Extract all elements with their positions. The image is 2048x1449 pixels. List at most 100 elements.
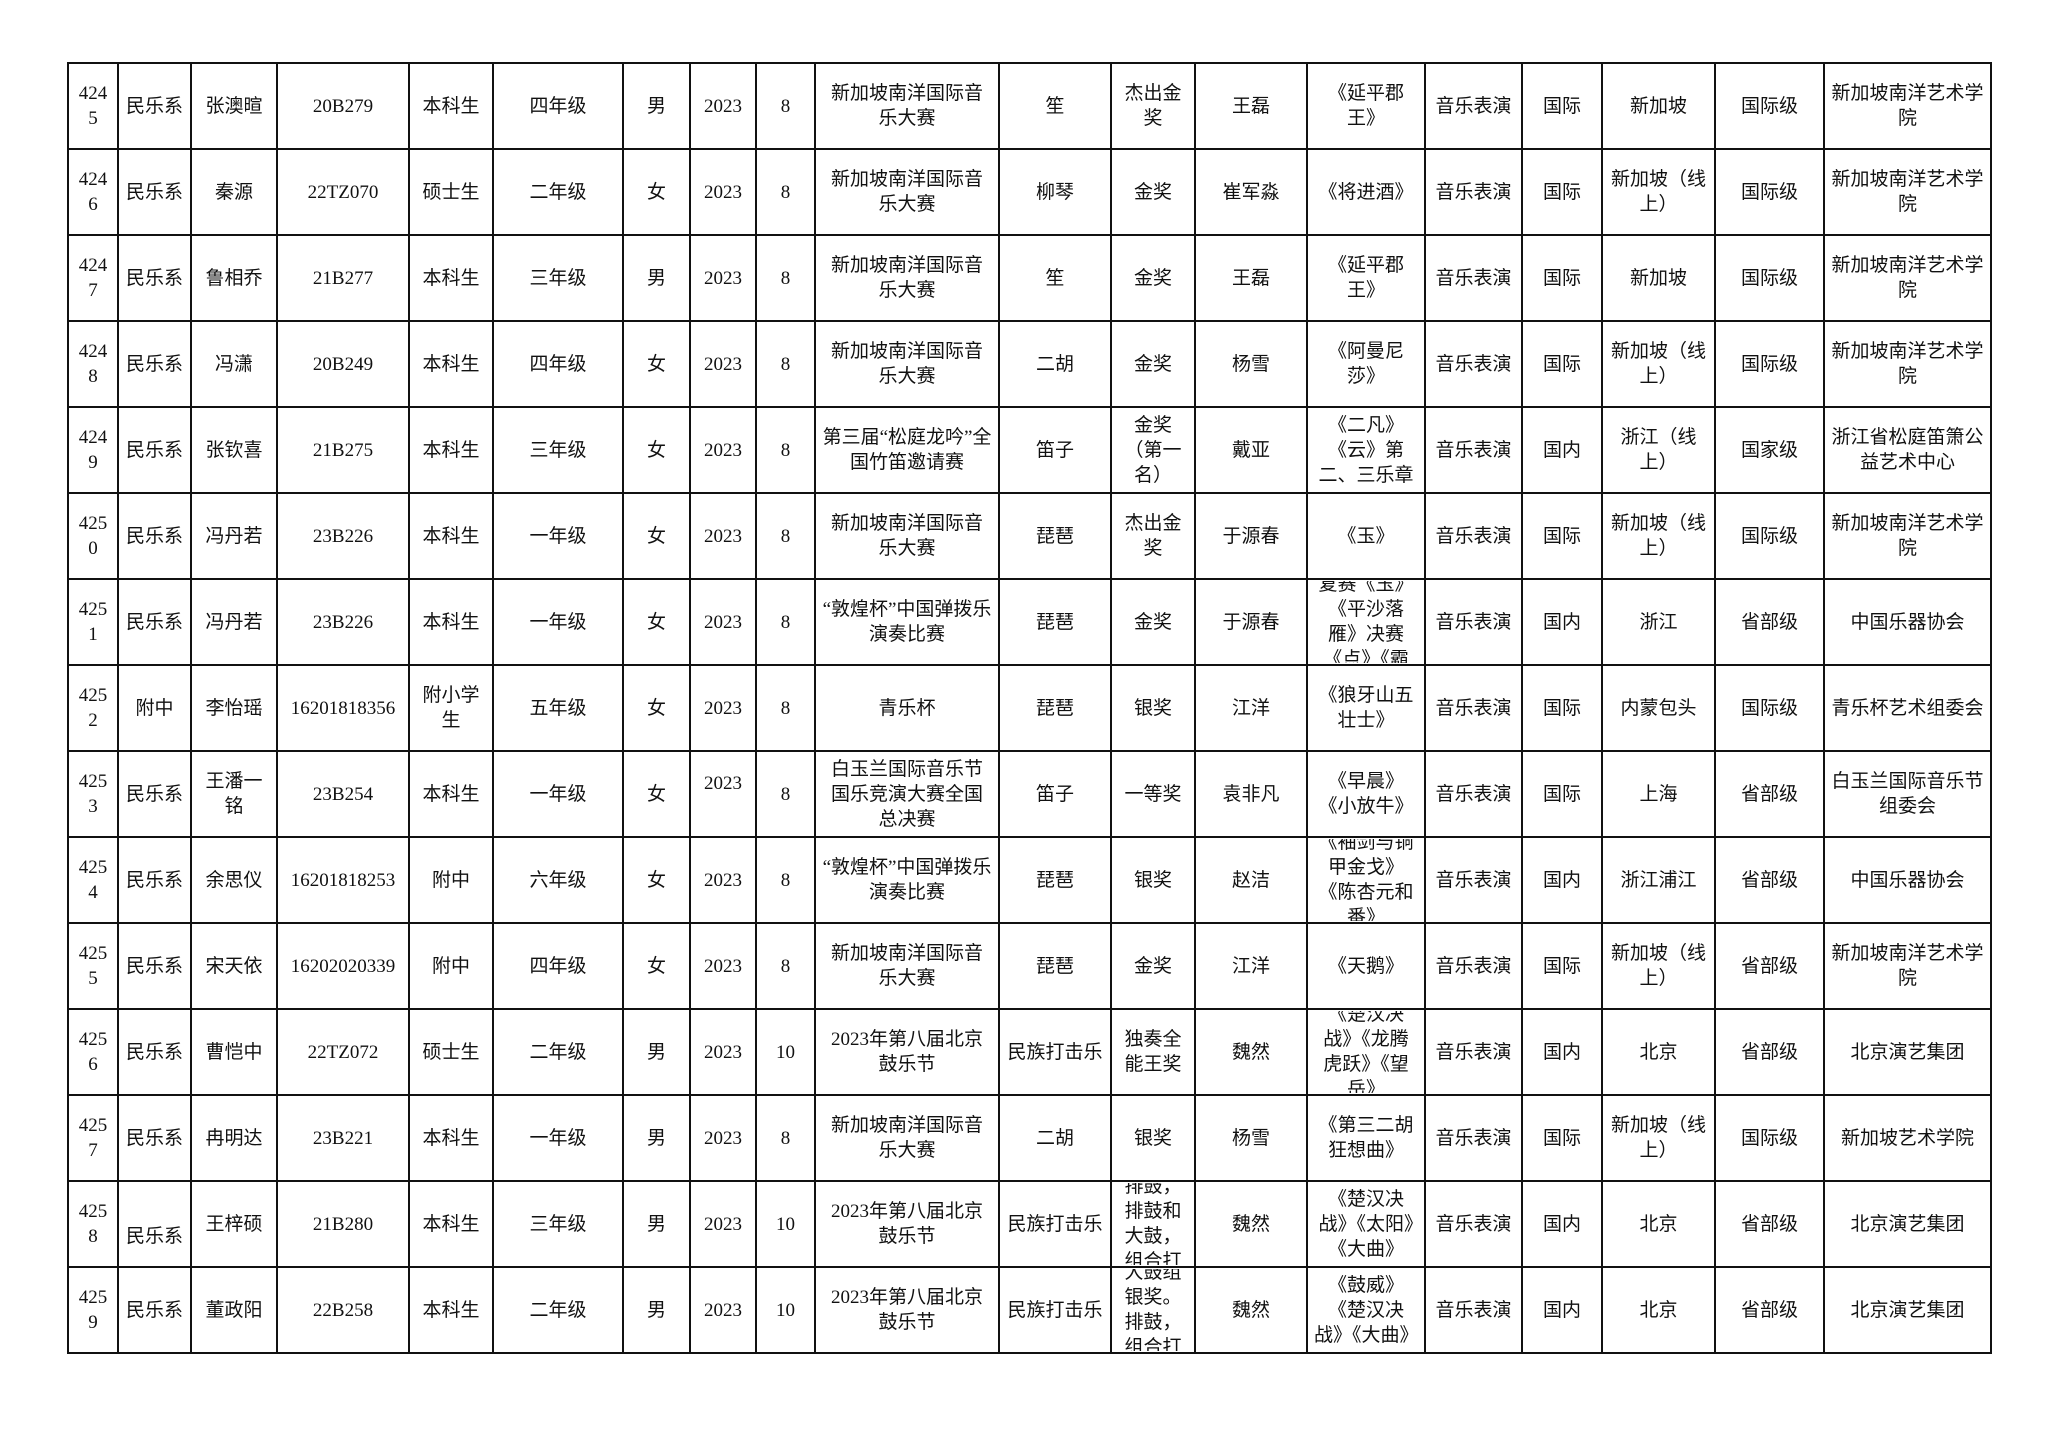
cell-name: 秦源 (190, 148, 278, 236)
cell-no: 4253 (67, 750, 119, 838)
cell-text: 音乐表演 (1435, 611, 1512, 633)
cell-gender: 女 (622, 578, 691, 666)
cell-organizer: 北京演艺集团 (1823, 1008, 1992, 1096)
cell-award: 金奖 (1110, 922, 1196, 1010)
cell-text: 冯潇 (214, 353, 253, 375)
cell-text: 新加坡（线上） (1610, 169, 1706, 215)
cell-department: 民乐系 (117, 320, 192, 408)
cell-name: 李怡瑶 (190, 664, 278, 752)
cell-work: 《楚汉决战》《龙腾虎跃》《望岳》 (1306, 1008, 1426, 1096)
cell-text: 王磊 (1231, 267, 1270, 289)
cell-text: 23B221 (312, 1127, 374, 1149)
cell-text: 大鼓组银奖。排鼓，组合打 (1124, 1269, 1182, 1351)
cell-text: 民乐系 (125, 439, 183, 461)
cell-student-type: 附小学生 (408, 664, 494, 752)
cell-text: 本科生 (422, 267, 480, 289)
cell-text: 秦源 (214, 181, 253, 203)
cell-text: 《早晨》《小放牛》 (1318, 771, 1414, 817)
cell-text: 琵琶 (1035, 525, 1074, 547)
cell-text: 《二凡》《云》第二、三乐章 (1318, 414, 1414, 486)
cell-scope: 国际 (1521, 750, 1603, 838)
cell-competition: 白玉兰国际音乐节国乐竞演大赛全国总决赛 (814, 750, 1000, 838)
cell-text: 国内 (1542, 1213, 1581, 1235)
cell-text: 一年级 (529, 783, 587, 805)
cell-text: 金奖 (1133, 955, 1172, 977)
cell-grade: 二年级 (492, 1266, 624, 1354)
cell-text: 附小学生 (422, 685, 480, 731)
cell-text: 《天鹅》 (1327, 955, 1404, 977)
cell-name: 王潘一铭 (190, 750, 278, 838)
cell-teacher: 于源春 (1194, 578, 1308, 666)
cell-text: 省部级 (1740, 611, 1798, 633)
cell-text: 4246 (78, 169, 108, 215)
cell-category: 音乐表演 (1424, 492, 1523, 580)
cell-gender: 女 (622, 664, 691, 752)
cell-text: 国内 (1542, 1299, 1581, 1321)
cell-instrument: 琵琶 (998, 836, 1112, 924)
cell-student-id: 22TZ070 (276, 148, 410, 236)
cell-text: 省部级 (1740, 1041, 1798, 1063)
cell-level: 国际级 (1714, 148, 1825, 236)
cell-instrument: 琵琶 (998, 664, 1112, 752)
cell-teacher: 魏然 (1194, 1180, 1308, 1268)
cell-category: 音乐表演 (1424, 1266, 1523, 1354)
cell-text: 2023 (704, 181, 742, 203)
cell-text: 三年级 (529, 267, 587, 289)
cell-text: 男 (646, 267, 666, 289)
cell-location: 新加坡（线上） (1601, 320, 1716, 408)
cell-text: 22TZ072 (307, 1041, 379, 1063)
cell-text: 8 (780, 955, 791, 977)
cell-location: 新加坡（线上） (1601, 1094, 1716, 1182)
cell-text: 复赛《玉》《平沙落雁》决赛《点》《霸 (1318, 581, 1414, 663)
cell-competition: 新加坡南洋国际音乐大赛 (814, 922, 1000, 1010)
cell-text: 8 (780, 697, 791, 719)
cell-text: 中国乐器协会 (1850, 611, 1965, 633)
cell-work: 《天鹅》 (1306, 922, 1426, 1010)
cell-location: 浙江（线上） (1601, 406, 1716, 494)
cell-year: 2023 (689, 234, 757, 322)
cell-text: 银奖 (1133, 697, 1172, 719)
cell-work: 《早晨》《小放牛》 (1306, 750, 1426, 838)
cell-category: 音乐表演 (1424, 320, 1523, 408)
cell-text: 4258 (78, 1201, 108, 1247)
cell-name: 宋天依 (190, 922, 278, 1010)
cell-instrument: 琵琶 (998, 922, 1112, 1010)
cell-text: 23B226 (312, 525, 374, 547)
cell-category: 音乐表演 (1424, 234, 1523, 322)
cell-text: 一年级 (529, 611, 587, 633)
cell-month: 8 (755, 62, 816, 150)
cell-work: 《延平郡王》 (1306, 62, 1426, 150)
cell-level: 国际级 (1714, 1094, 1825, 1182)
cell-text: 杨雪 (1231, 1127, 1270, 1149)
cell-text: 余思仪 (205, 869, 263, 891)
cell-teacher: 杨雪 (1194, 1094, 1308, 1182)
cell-teacher: 王磊 (1194, 62, 1308, 150)
cell-name: 王梓硕 (190, 1180, 278, 1268)
cell-name: 冯潇 (190, 320, 278, 408)
cell-text: 国际 (1542, 95, 1581, 117)
cell-text: 《鼓威》《楚汉决战》《大曲》 (1314, 1274, 1419, 1346)
cell-text: 2023 (704, 697, 742, 719)
cell-text: 音乐表演 (1435, 353, 1512, 375)
cell-category: 音乐表演 (1424, 62, 1523, 150)
cell-no: 4245 (67, 62, 119, 150)
cell-text: 本科生 (422, 1127, 480, 1149)
cell-text: 琵琶 (1035, 955, 1074, 977)
cell-gender: 女 (622, 922, 691, 1010)
cell-month: 10 (755, 1008, 816, 1096)
cell-text: 省部级 (1740, 783, 1798, 805)
cell-text: 4254 (78, 857, 108, 903)
cell-text: 2023 (704, 353, 742, 375)
cell-gender: 男 (622, 62, 691, 150)
cell-location: 北京 (1601, 1180, 1716, 1268)
cell-text: 21B280 (312, 1213, 374, 1235)
table-row: 4245 民乐系 张澳暄 20B279 本科生 四年级 男 2023 8 新加坡南洋国际音乐大赛 笙… (67, 62, 1992, 150)
cell-award: 银奖 (1110, 836, 1196, 924)
cell-text: 4259 (78, 1287, 108, 1333)
cell-organizer: 青乐杯艺术组委会 (1823, 664, 1992, 752)
cell-month: 8 (755, 664, 816, 752)
cell-text: 22B258 (312, 1299, 374, 1321)
cell-text: 《玉》 (1337, 525, 1395, 547)
table-row: 4259 民乐系 董政阳 22B258 本科生 二年级 男 2023 10 2023年第八届北京鼓… (67, 1266, 1992, 1354)
cell-text: 民族打击乐 (1007, 1041, 1103, 1063)
